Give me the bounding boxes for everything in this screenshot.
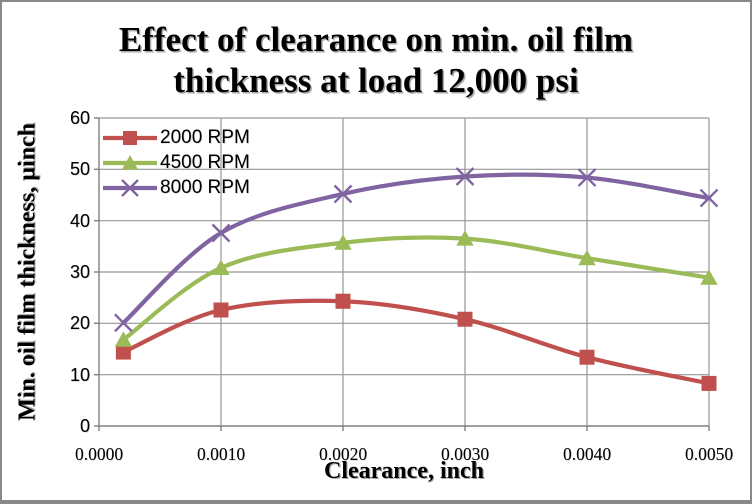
x-marker-icon [455,167,475,186]
series-line-8000-rpm [121,172,712,325]
triangle-marker-icon [334,234,352,250]
legend-swatch [103,178,157,197]
legend-label: 2000 RPM [160,126,250,148]
y-tick-label: 40 [69,210,90,231]
triangle-marker-icon [212,259,230,275]
y-tick-label: 60 [69,108,90,128]
x-tick-label: 0.0040 [562,444,612,464]
chart-title: Effect of clearance on min. oil film thi… [2,19,750,101]
square-marker-icon [457,311,473,327]
y-tick-label: 20 [69,313,90,334]
legend-swatch [103,154,157,170]
triangle-marker-icon [114,331,133,347]
square-marker-icon [213,302,229,318]
y-tick-label: 30 [69,262,90,282]
x-marker-icon [333,184,353,204]
x-axis-title: Clearance, inch [324,458,484,484]
square-marker-icon [123,130,137,145]
legend-label: 4500 RPM [160,151,250,173]
square-marker-icon [701,375,717,391]
y-tick-label: 0 [79,416,90,436]
legend-item-2000-rpm: 2000 RPM [103,125,250,150]
x-marker-icon [211,223,231,243]
x-tick-label: 0.0030 [440,444,490,464]
triangle-marker-icon [121,154,139,170]
series-line-4500-rpm [121,235,712,342]
square-marker-icon [579,349,595,365]
square-marker-icon [115,344,131,360]
triangle-marker-icon [700,269,718,285]
legend-swatch [103,130,157,145]
x-tick-label: 0.0050 [684,444,734,464]
x-marker-icon [577,168,597,187]
legend-item-8000-rpm: 8000 RPM [103,175,250,200]
x-tick-label: 0.0000 [74,444,124,464]
x-marker-icon [121,178,139,197]
y-tick-label: 10 [69,364,90,385]
x-tick-label: 0.0010 [196,444,246,464]
triangle-marker-icon [578,249,596,266]
chart-title-line-2: thickness at load 12,000 psi [173,61,579,100]
y-tick-label: 50 [69,159,90,180]
x-tick-label: 0.0020 [318,444,368,464]
triangle-marker-icon [456,230,474,246]
square-marker-icon [335,293,351,309]
x-marker-icon [699,188,719,208]
series-line-2000-rpm [121,298,712,386]
legend-label: 8000 RPM [160,176,250,198]
x-marker-icon [114,313,133,333]
legend-item-4500-rpm: 4500 RPM [103,150,250,175]
legend: 2000 RPM 4500 RPM 8000 RPM [103,125,250,200]
chart-title-line-1: Effect of clearance on min. oil film [118,20,634,59]
